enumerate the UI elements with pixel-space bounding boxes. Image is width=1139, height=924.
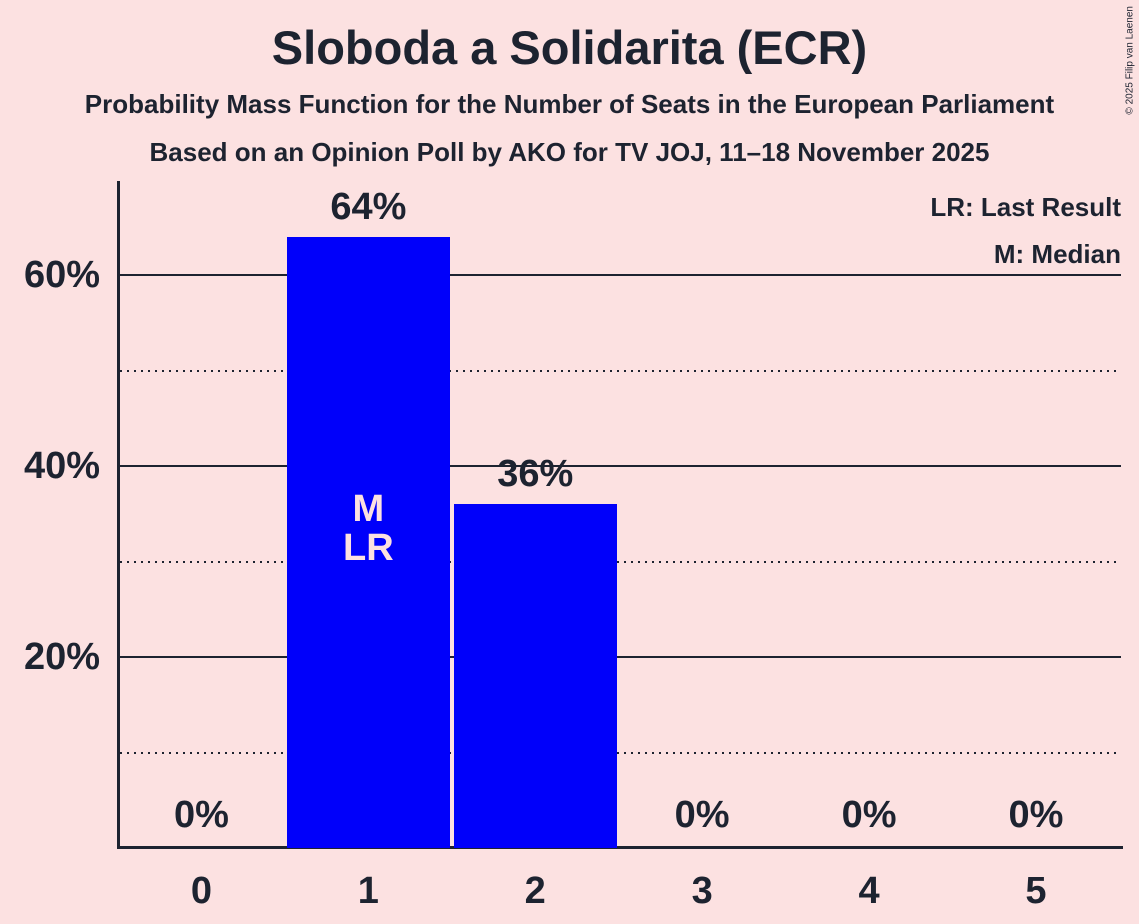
y-axis-line bbox=[117, 181, 120, 849]
x-axis-tick-label: 5 bbox=[1025, 870, 1047, 912]
page-title: Sloboda a Solidarita (ECR) bbox=[271, 21, 868, 74]
bar-value-label: 0% bbox=[674, 794, 730, 836]
gridline-solid bbox=[120, 274, 1121, 276]
median-last-result-annotation: M LR bbox=[283, 490, 453, 568]
x-axis-line bbox=[117, 846, 1123, 849]
y-axis-tick-label: 60% bbox=[23, 254, 100, 296]
legend-last-result: LR: Last Result bbox=[930, 192, 1121, 222]
bar-value-label: 0% bbox=[1008, 794, 1064, 836]
gridline-dotted bbox=[120, 369, 1121, 372]
gridline-solid bbox=[120, 656, 1121, 658]
bar-value-label: 0% bbox=[173, 794, 229, 836]
gridline-solid bbox=[120, 465, 1121, 467]
x-axis-tick-label: 4 bbox=[858, 870, 880, 912]
chart-poll-subtitle: Based on an Opinion Poll by AKO for TV J… bbox=[149, 137, 990, 167]
y-axis-tick-label: 20% bbox=[23, 636, 100, 678]
y-axis-tick-label: 40% bbox=[23, 445, 100, 487]
annotation-line: LR bbox=[343, 527, 394, 569]
bar bbox=[286, 236, 450, 848]
x-axis-tick-label: 0 bbox=[190, 870, 212, 912]
bar-value-label: 0% bbox=[841, 794, 897, 836]
chart-legend: LR: Last Result M: Median bbox=[930, 184, 1121, 278]
copyright-notice: © 2025 Filip van Laenen bbox=[1125, 6, 1136, 115]
chart-subtitle: Probability Mass Function for the Number… bbox=[84, 89, 1055, 119]
bar-value-label: 36% bbox=[497, 453, 574, 496]
bar bbox=[453, 504, 617, 848]
gridline-dotted bbox=[120, 560, 1121, 563]
gridline-dotted bbox=[120, 751, 1121, 754]
legend-median: M: Median bbox=[993, 239, 1121, 269]
x-axis-tick-label: 3 bbox=[691, 870, 713, 912]
annotation-line: M bbox=[352, 488, 385, 530]
x-axis-tick-label: 2 bbox=[524, 870, 546, 912]
x-axis-tick-label: 1 bbox=[357, 870, 379, 912]
bar-value-label: 64% bbox=[330, 185, 407, 228]
